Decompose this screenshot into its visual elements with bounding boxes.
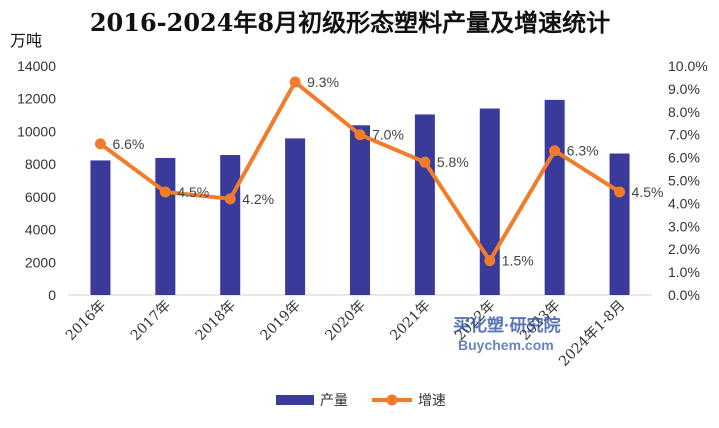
- chart-title: 2016-2024年8月初级形态塑料产量及增速统计: [90, 8, 610, 37]
- y-right-tick-label: 7.0%: [668, 127, 700, 143]
- bar: [350, 125, 370, 295]
- y-right-tick-label: 2.0%: [668, 241, 700, 257]
- growth-data-label: 4.2%: [242, 191, 274, 207]
- y-right-tick-label: 3.0%: [668, 218, 700, 234]
- y-left-tick-label: 14000: [17, 58, 56, 74]
- bar: [479, 108, 500, 296]
- growth-point: [549, 145, 561, 157]
- legend-swatch-production: [276, 395, 314, 405]
- bar: [155, 157, 176, 295]
- growth-data-label: 1.5%: [502, 253, 534, 269]
- bar: [544, 99, 565, 295]
- y-right-tick-label: 4.0%: [668, 195, 700, 211]
- y-left-tick-label: 6000: [25, 189, 56, 205]
- y-right-tick-label: 10.0%: [668, 58, 708, 74]
- bar: [220, 155, 241, 295]
- y-right-tick-label: 1.0%: [668, 264, 700, 280]
- growth-point: [289, 76, 301, 88]
- y-left-tick-label: 12000: [17, 91, 56, 107]
- bar: [609, 153, 630, 295]
- x-tick-label: 2018年: [193, 298, 239, 344]
- growth-data-label: 6.3%: [567, 143, 599, 159]
- y-left-tick-label: 2000: [25, 254, 56, 270]
- growth-point: [94, 138, 106, 150]
- x-tick-label: 2024年1-8月: [556, 298, 628, 370]
- legend-label-production: 产量: [320, 393, 348, 409]
- growth-point: [159, 186, 171, 198]
- y-left-axis: 0 2000 4000 6000 8000 10000 12000 14000: [17, 58, 56, 303]
- growth-point: [484, 255, 496, 267]
- growth-point: [419, 156, 431, 168]
- legend: 产量 增速: [276, 393, 446, 409]
- bar: [90, 160, 111, 295]
- growth-data-label: 5.8%: [437, 154, 469, 170]
- legend-swatch-growth-marker: [386, 394, 398, 406]
- growth-data-label: 4.5%: [177, 184, 209, 200]
- y-right-tick-label: 0.0%: [668, 287, 700, 303]
- legend-label-growth: 增速: [418, 393, 446, 409]
- growth-data-label: 7.0%: [372, 127, 404, 143]
- y-left-tick-label: 8000: [25, 156, 56, 172]
- watermark-line2: Buychem.com: [458, 337, 554, 353]
- watermark-line1: 买化塑·研究院: [453, 315, 561, 335]
- y-right-tick-label: 9.0%: [668, 81, 700, 97]
- growth-data-label: 9.3%: [307, 74, 339, 90]
- bar-series-production: [90, 99, 630, 296]
- growth-data-label: 4.5%: [632, 184, 664, 200]
- growth-point: [614, 186, 626, 198]
- x-tick-label: 2019年: [258, 298, 304, 344]
- bar: [285, 138, 306, 295]
- y-right-axis: 0.0% 1.0% 2.0% 3.0% 4.0% 5.0% 6.0% 7.0% 8.0% 9.0%…: [668, 58, 708, 303]
- growth-point: [224, 193, 236, 205]
- x-tick-label: 2021年: [387, 298, 433, 344]
- x-tick-label: 2017年: [128, 298, 174, 344]
- growth-data-label: 6.6%: [112, 136, 144, 152]
- growth-point: [354, 129, 366, 141]
- y-right-tick-label: 8.0%: [668, 104, 700, 120]
- y-left-tick-label: 4000: [25, 222, 56, 238]
- watermark: 买化塑·研究院 Buychem.com: [453, 315, 561, 353]
- y-right-tick-label: 5.0%: [668, 173, 700, 189]
- bar: [414, 114, 435, 295]
- line-series-growth: 6.6% 4.5% 4.2% 9.3% 7.0% 5.8% 1.5% 6.3% 4.5%: [94, 74, 664, 269]
- x-tick-label: 2016年: [63, 298, 109, 344]
- y-left-tick-label: 0: [48, 287, 56, 303]
- y-left-tick-label: 10000: [17, 123, 56, 139]
- y-left-unit-label: 万吨: [10, 31, 42, 50]
- x-tick-label: 2020年: [322, 298, 368, 344]
- y-right-tick-label: 6.0%: [668, 150, 700, 166]
